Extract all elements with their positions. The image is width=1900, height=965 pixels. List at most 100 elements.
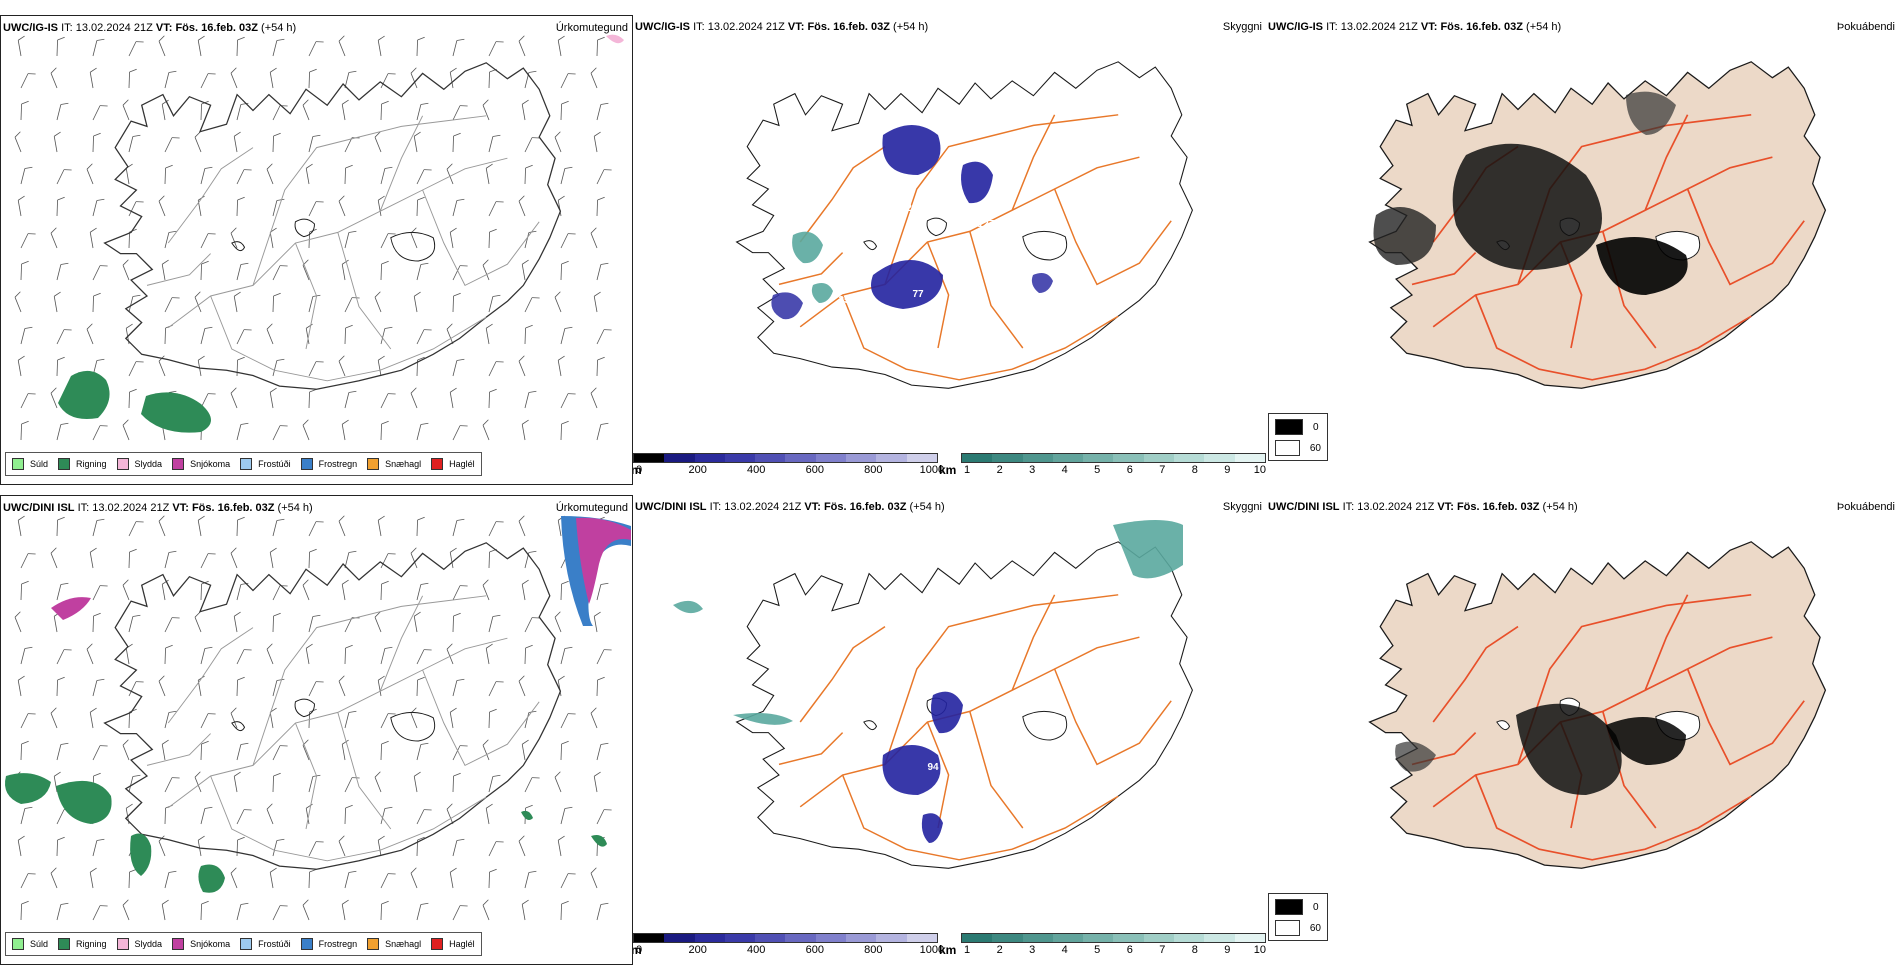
colorbar-cell	[962, 454, 993, 462]
wind-barb	[344, 804, 353, 825]
wind-barb	[236, 422, 249, 441]
legend-item: Snjókoma	[172, 458, 230, 470]
wind-barb	[272, 518, 285, 537]
wind-barb	[236, 516, 245, 537]
fog-legend-row: 60	[1275, 440, 1321, 456]
km-unit: km	[939, 463, 957, 477]
wind-barb	[416, 262, 429, 281]
height-strip	[633, 933, 938, 943]
wind-barb	[380, 580, 389, 601]
colorbar-tick: 3	[1029, 944, 1036, 956]
wind-barb	[272, 265, 288, 281]
colorbar-cell	[846, 454, 877, 462]
road	[1411, 252, 1477, 286]
colorbar-cell	[1022, 934, 1053, 942]
wind-barb	[488, 68, 497, 89]
wind-barb	[524, 137, 540, 153]
wind-barb	[449, 67, 457, 89]
wind-barb	[590, 227, 598, 249]
wind-barb	[200, 806, 213, 825]
wind-barb	[20, 806, 33, 825]
colorbar-tick: 1	[964, 944, 971, 956]
wind-barb	[560, 420, 569, 441]
wind-barb	[590, 67, 598, 89]
wind-barb	[560, 393, 576, 409]
fog-area	[1596, 237, 1688, 295]
rain-area	[58, 370, 110, 419]
road	[337, 232, 392, 350]
height-strip	[633, 453, 938, 463]
wind-barb	[122, 579, 130, 601]
wind-barb	[272, 585, 288, 601]
wind-barb	[194, 611, 202, 633]
wind-barb	[308, 521, 324, 537]
wind-barb	[416, 516, 425, 537]
wind-barb	[92, 38, 105, 57]
wind-barb	[50, 387, 58, 409]
wind-barb	[338, 35, 346, 57]
wind-barb	[56, 742, 69, 761]
legend-label: Frostúði	[258, 459, 291, 469]
precip-map	[14, 34, 624, 441]
wind-barb	[344, 297, 360, 313]
legend-item: Slydda	[116, 938, 162, 950]
road	[841, 774, 1119, 861]
road	[422, 189, 540, 287]
colorbar-cell	[815, 454, 847, 462]
wind-barb	[560, 873, 576, 889]
wind-barb	[56, 356, 65, 377]
wind-barb	[128, 774, 141, 793]
cloud-base-value: 35	[838, 295, 850, 306]
wind-barb	[557, 35, 565, 57]
wind-barb	[272, 132, 281, 153]
wind-barb	[308, 68, 317, 89]
wind-barb	[380, 740, 389, 761]
wind-barb	[482, 259, 490, 281]
colorbar-tick: 3	[1029, 464, 1036, 476]
wind-barb	[380, 713, 396, 729]
wind-barb	[596, 102, 609, 121]
legend-item: Slydda	[116, 458, 162, 470]
legend-item: Haglél	[431, 938, 475, 950]
wind-barb	[92, 292, 101, 313]
panel-header: UWC/DINI ISL IT: 13.02.2024 21Z VT: Fös.…	[1268, 501, 1578, 513]
wind-barb	[272, 678, 285, 697]
wind-barb	[338, 675, 346, 697]
cloud-base-value: 77	[912, 289, 924, 300]
wind-barb	[272, 198, 285, 217]
road	[252, 595, 487, 766]
wind-barb	[449, 707, 457, 729]
wind-barb	[380, 100, 389, 121]
wind-barb	[380, 73, 396, 89]
wind-barb	[518, 835, 526, 857]
wind-barb	[380, 393, 396, 409]
precip-legend: Súld Rigning Slydda Snjókoma Frostúði Frostre…	[5, 932, 482, 956]
wind-barb	[452, 292, 461, 313]
wind-barb	[92, 612, 101, 633]
wind-barb	[53, 291, 61, 313]
height-colorbar: 0 200 400 600 800 1000 m	[633, 453, 944, 479]
colorbar-cell	[1143, 454, 1175, 462]
legend-item: Frostregn	[300, 938, 357, 950]
cloud-area	[931, 691, 963, 734]
colorbar-cell	[876, 454, 907, 462]
colorbar-cell	[664, 934, 695, 942]
sleet-area	[606, 34, 624, 44]
wind-barb	[272, 905, 288, 921]
wind-barb	[50, 227, 58, 249]
colorbar-cell	[906, 934, 937, 942]
wind-barb	[308, 361, 324, 377]
colorbar-cell	[846, 934, 877, 942]
road	[379, 115, 424, 212]
wind-barb	[344, 617, 360, 633]
legend-swatch	[431, 938, 444, 950]
wind-barb	[524, 777, 540, 793]
glacier-outline	[863, 720, 878, 731]
wind-barb	[197, 515, 205, 537]
wind-barb	[344, 870, 357, 889]
wind-barb	[308, 134, 321, 153]
wind-barb	[194, 291, 202, 313]
legend-label: Snæhagl	[385, 939, 422, 949]
colorbar-cell	[1022, 454, 1053, 462]
wind-barb	[128, 134, 141, 153]
